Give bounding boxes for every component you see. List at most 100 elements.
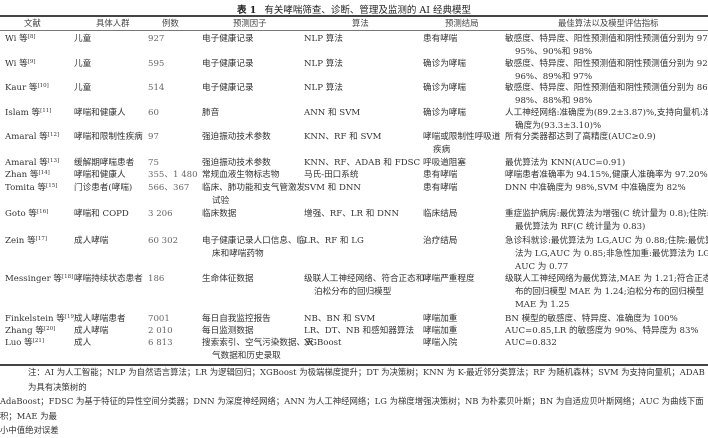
best-line: AUC 为 0.77 [515,262,569,272]
citation: [21] [32,338,45,344]
predictors-line: 气数据和历史录取 [212,351,281,361]
cell-population: 成人哮喘 [74,326,109,336]
algorithm-line: SVM 和 DNN [304,183,361,193]
cell-algorithm: NB、BN 和 SVM [304,313,375,326]
citation: [11] [40,108,52,114]
predictors-line: 肺音 [202,108,220,118]
best-line: AUC=0.85,LR 的敏感度为 90%、特异度为 83% [505,326,699,336]
cell-population: 哮喘和健康人 [74,170,126,180]
cell-ref: Goto 等[16] [5,208,48,221]
cell-predictors: 每日自我监控报告 [202,313,271,326]
cell-population: 门诊患者(哮喘) [74,183,133,193]
ref-author: Messinger 等 [5,274,63,284]
table-title-text: 有关哮喘筛查、诊断、管理及监测的 AI 经典模型 [264,5,472,16]
best-line: 95%、90%和 98% [515,47,593,57]
ref-author: Zhang 等 [5,326,44,336]
cell-algorithm: XGBoost [304,337,342,350]
cell-best: 哮喘患者准确率为 94.15%,健康人准确率为 97.20% [505,169,708,182]
cell-best: 人工神经网络:准确度为(89.2±3.87)%,支持向量机:准确度为(93.3±… [505,107,708,133]
citation: [16] [37,209,49,215]
algorithm-line: KNN、RF 和 SVM [304,132,382,142]
best-line: 敏感度、特异度、阳性预测值和阴性预测值分别为 97%、 [505,34,708,44]
cell-ref: Finkelstein 等[19] [5,313,76,326]
cell-predictors: 强迫振动技术参数 [202,157,271,170]
citation: [20] [44,326,56,332]
best-line: DNN 中准确度为 98%,SVM 中准确度为 82% [505,183,686,193]
best-line: 所有分类器都达到了高精度(AUC≥0.9) [505,132,656,142]
best-line: 98%、88%和 98% [515,96,593,106]
cell-predictors: 生命体征数据 [202,273,254,286]
ref-author: Goto 等 [5,209,37,219]
cell-algorithm: 增强、RF、LR 和 DNN [304,208,399,221]
best-line: 96%、89%和 97% [515,72,593,82]
bottom-rule [0,364,708,366]
citation: [9] [27,59,36,65]
predictors-line: 床和哮喘药物 [212,249,264,259]
cell-outcome: 临床结局 [423,208,457,221]
best-line: 敏感度、特异度、阳性预测值和阴性预测值分别为 92%、 [505,59,708,69]
cell-outcome: 确诊为哮喘 [423,58,466,71]
note-line: 小中值绝对误差 [0,425,59,435]
top-rule [0,15,708,17]
cell-n: 2 010 [148,326,173,336]
header-algorithm: 算法 [352,18,369,28]
algorithm-line: 马氏-田口系统 [304,170,359,180]
cell-n: 186 [148,274,165,284]
outcome-line: 治疗结局 [423,236,458,246]
ref-author: Luo 等 [5,338,33,348]
algorithm-line: KNN、RF、ADAB 和 FDSC [304,158,421,168]
algorithm-line: 泊松分布的回归模型 [314,287,392,297]
outcome-line: 哮喘或限制性呼吸道 [423,132,501,142]
cell-population: 哮喘和 COPD [74,209,129,219]
cell-best: AUC=0.85,LR 的敏感度为 90%、特异度为 83% [505,325,699,338]
algorithm-line: NLP 算法 [304,59,343,69]
outcome-line: 疾病 [433,145,451,155]
predictors-line: 生命体征数据 [202,274,254,284]
predictors-line: 每日自我监控报告 [202,314,271,324]
predictors-line: 强迫振动技术参数 [202,132,271,142]
cell-population: 哮喘和健康人 [74,108,126,118]
cell-n: 6 813 [148,338,173,348]
cell-algorithm: KNN、RF 和 SVM [304,131,381,144]
cell-n: 927 [148,34,165,44]
best-line: 法为 LG,AUC 为 0.85;非急性加重:最优算法为 LG, [515,249,708,259]
outcome-line: 呼吸道阻塞 [423,158,466,168]
cell-n: 355、1 480 [148,170,198,180]
best-line: 人工神经网络:准确度为(89.2±3.87)%,支持向量机:准 [505,108,708,118]
algorithm-line: XGBoost [304,338,342,348]
best-line: 确度为(93.3±3.10)% [515,121,602,131]
ref-author: Zhan 等 [5,170,39,180]
cell-predictors: 临床数据 [202,208,236,221]
predictors-line: 每日监测数据 [202,326,254,336]
citation: [12] [47,132,60,138]
cell-predictors: 每日监测数据 [202,325,254,338]
predictors-line: 电子健康记录 [202,83,254,93]
ref-author: Kaur 等 [5,83,38,93]
cell-n: 60 302 [148,236,179,246]
outcome-line: 哮喘加重 [423,314,458,324]
outcome-line: 患有哮喘 [423,170,458,180]
algorithm-line: LR、DT、NB 和感知器算法 [304,326,415,336]
predictors-line: 搜索索引、空气污染数据、天 [202,338,314,348]
ref-author: Finkelstein 等 [5,314,65,324]
cell-ref: Amaral 等[12] [5,131,59,144]
cell-best: DNN 中准确度为 98%,SVM 中准确度为 82% [505,182,686,195]
citation: [18] [62,274,74,280]
cell-ref: Tomita 等[15] [5,182,57,195]
header-outcome: 预测结局 [445,18,479,28]
algorithm-line: ANN 和 SVM [304,108,361,118]
cell-ref: Messinger 等[18] [5,273,73,286]
predictors-line: 试验 [212,196,230,206]
outcome-line: 哮喘加重 [423,326,458,336]
cell-best: 所有分类器都达到了高精度(AUC≥0.9) [505,131,656,144]
header-predictors: 预测因子 [233,18,267,28]
cell-ref: Islam 等[11] [5,107,51,120]
cell-population: 哮喘和限制性疾病 [74,132,143,142]
cell-population: 成人 [74,338,92,348]
header-ref: 文献 [24,18,41,28]
best-line: 布的回归模型 MAE 为 1.24;泊松分布的回归模型 [515,287,705,297]
ref-author: Amaral 等 [5,158,48,168]
note-line: AdaBoost；FDSC 为基于特征的异性空间分类器；DNN 为深度神经网络；… [0,396,704,421]
note-line: 注：AI 为人工智能；NLP 为自然语言算法；LR 为逻辑回归；XGBoost … [28,367,705,392]
cell-best: 重症监护病房:最优算法为增强(C 统计量为 0.8);住院: 最优算法为 RF(C… [505,208,708,234]
